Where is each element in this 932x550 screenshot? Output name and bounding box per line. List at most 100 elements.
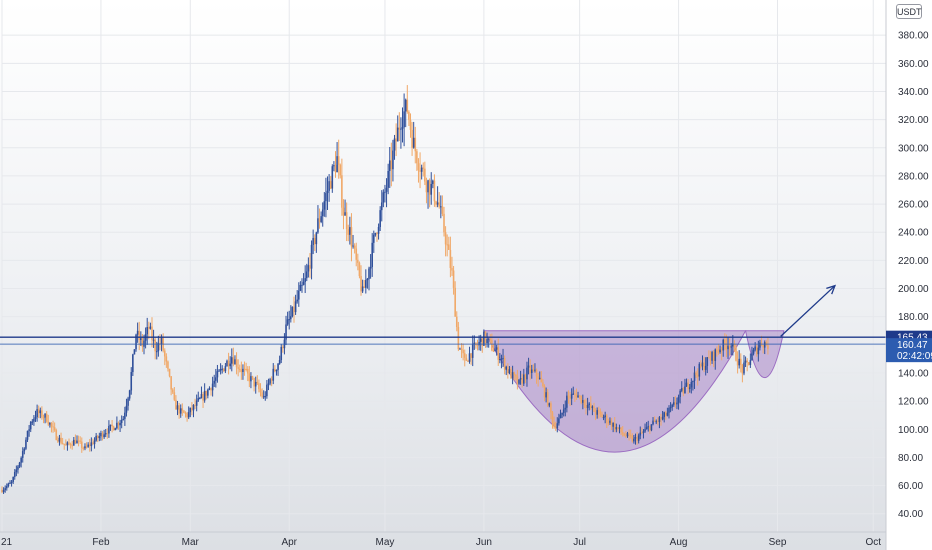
candle-body [435,201,437,205]
candle-body [50,423,53,427]
price-axis-background [886,0,932,550]
candle-body [712,352,715,361]
candle-body [735,347,737,361]
candle-body [580,395,583,403]
candle-body [497,347,500,360]
price-axis[interactable]: 40.0060.0080.00100.00120.00140.00160.001… [885,0,932,550]
candle-body [344,212,346,216]
candle-body [739,358,742,365]
candle-body [186,413,188,418]
candle-body [33,418,35,422]
candle-body [90,442,93,447]
candle-body [285,324,287,340]
candle-body [463,353,466,358]
candle-body [349,227,351,235]
candle-body [586,404,589,409]
candle-body [218,370,220,372]
candle-body [369,266,372,269]
candle-body [725,344,728,350]
candle-body [700,363,702,367]
candle-body [601,413,603,418]
candle-body [489,338,492,341]
candle-body [661,416,664,420]
candle-body [685,382,688,387]
candle-body [577,395,579,398]
candle-body [414,137,417,152]
candle-body [246,368,249,374]
candle-body [424,168,426,182]
candle-body [152,339,155,341]
candle-body [508,369,511,374]
candle-body [165,356,168,362]
candle-body [337,156,340,165]
candle-body [556,423,559,429]
candle-body [578,395,581,397]
candle-body [559,414,562,419]
candle-body [409,119,412,130]
candle-body [163,350,166,357]
candle-body [495,347,498,350]
candle-body [722,339,725,351]
candle-body [395,138,397,142]
candle-body [350,227,353,247]
candle-body [274,368,276,372]
candle-body [280,346,283,361]
quote-unit-badge[interactable]: USDT [896,4,922,19]
candle-body [222,368,225,372]
candle-body [262,396,265,398]
candle-body [341,175,343,208]
candle-body [286,319,289,325]
candle-body [34,417,37,419]
candle-body [12,476,14,482]
candle-body [253,377,255,387]
candle-body [269,379,271,384]
candle-body [210,388,212,391]
candle-body [631,436,634,442]
candle-body [567,395,570,398]
price-tick-label: 120.00 [898,397,929,408]
candle-body [328,181,330,191]
candle-body [227,360,230,367]
time-axis[interactable]: 21 Feb Mar Apr May Jun Jul Aug Sep Oct [0,531,886,548]
candle-body [151,326,153,340]
candle-body [588,403,591,405]
candle-body [698,363,701,377]
candle-body [101,432,104,438]
candle-body [452,270,455,288]
candle-body [660,417,662,420]
candle-body [602,417,605,419]
candle-body [626,433,629,437]
candle-body [513,372,516,376]
candle-body [634,437,637,439]
candle-body [527,365,530,368]
candle-body [716,349,718,352]
candle-body [550,403,552,413]
candle-body [703,362,705,370]
candle-body [213,380,216,384]
candle-body [692,380,694,383]
candle-body [278,360,281,364]
candle-body [112,426,115,431]
candle-body [447,244,450,250]
price-tick-label: 180.00 [898,312,929,323]
candle-body [481,338,484,346]
candle-body [301,284,303,286]
candle-body [516,376,519,384]
candle-body [197,398,200,401]
candle-body [148,327,150,329]
candle-body [194,404,196,406]
candle-body [457,327,460,350]
price-tick-label: 140.00 [898,368,929,379]
candle-body [277,363,279,370]
candle-body [374,232,377,235]
candle-body [282,346,284,349]
candle-body [82,447,85,449]
candle-body [526,367,528,380]
candle-body [416,151,418,164]
candle-body [618,427,621,429]
candle-body [684,386,686,394]
candle-body [79,440,81,442]
price-tick-label: 80.00 [898,453,923,464]
